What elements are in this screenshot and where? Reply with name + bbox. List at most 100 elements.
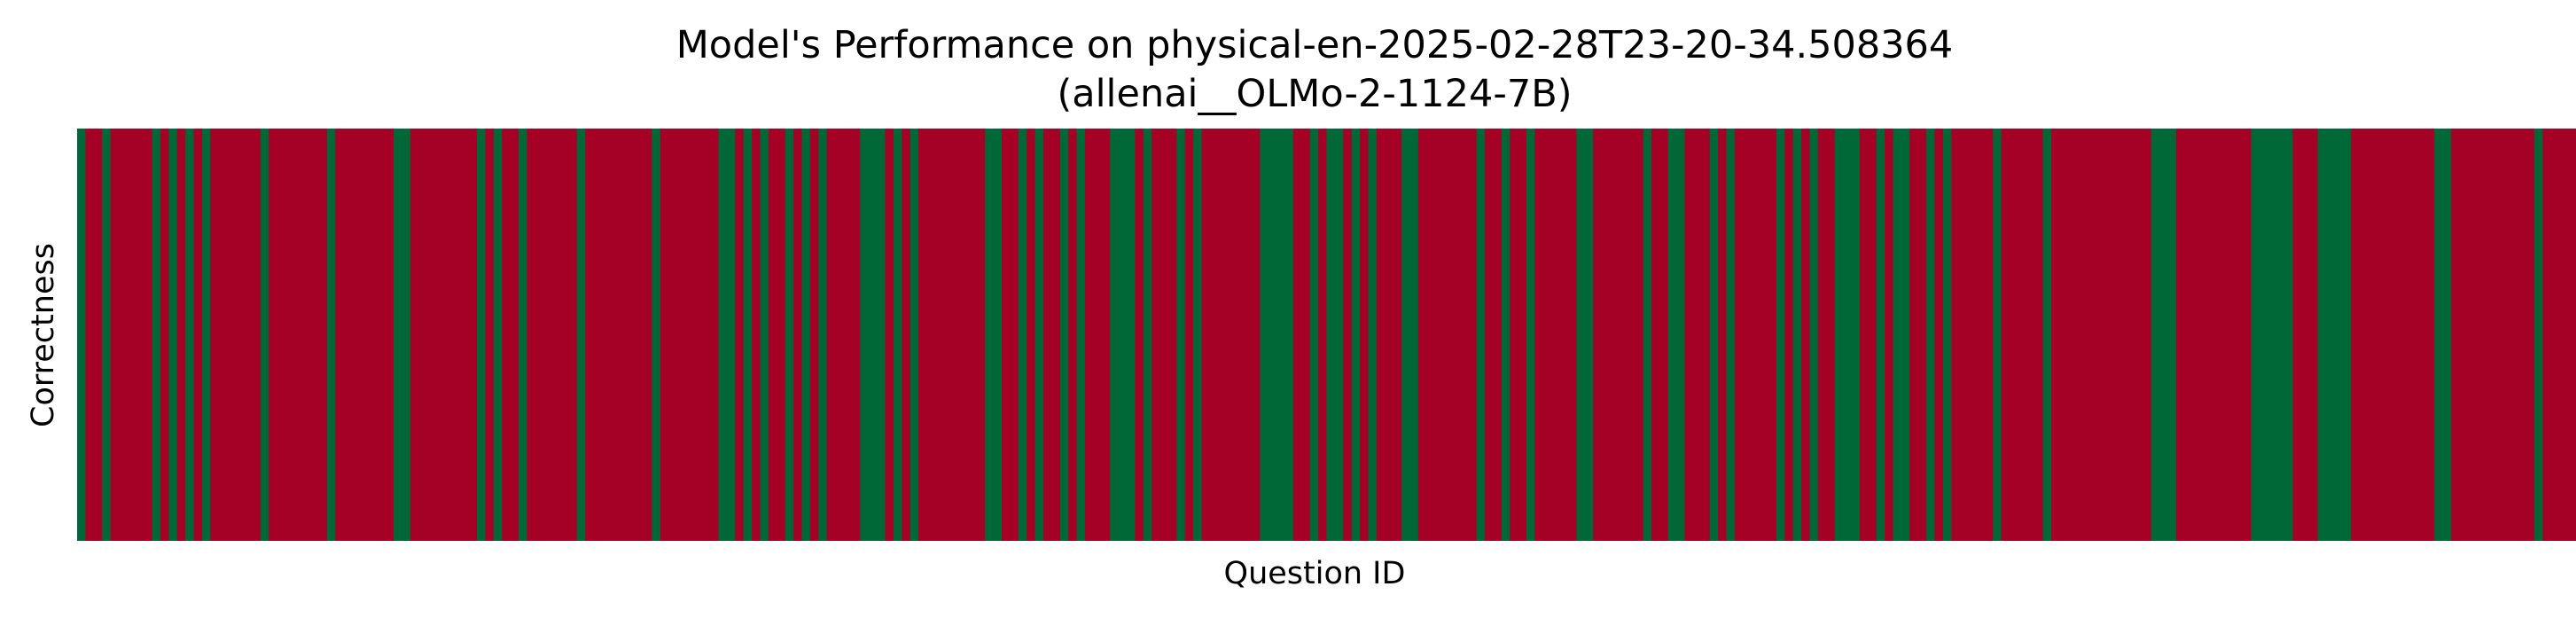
heatmap-cell-incorrect [2409,129,2419,541]
heatmap-cell-incorrect [2359,129,2369,541]
heatmap-cell-correct [402,129,411,541]
heatmap-cell-incorrect [418,129,428,541]
heatmap-cell-correct [2442,129,2452,541]
chart-title: Model's Performance on physical-en-2025-… [676,23,1954,67]
heatmap-cell-correct [2534,129,2544,541]
heatmap-cell-correct [2334,129,2344,541]
heatmap-cell-correct [1726,129,1736,541]
heatmap-cell-incorrect [1751,129,1760,541]
heatmap-cell-incorrect [2143,129,2152,541]
heatmap-cell-correct [2275,129,2285,541]
heatmap-cell-correct [2151,129,2160,541]
heatmap-cell-correct [1851,129,1861,541]
heatmap-cell-incorrect [585,129,595,541]
heatmap-cell-incorrect [301,129,311,541]
heatmap-cell-incorrect [110,129,120,541]
heatmap-cell-incorrect [1043,129,1053,541]
heatmap-cell-correct [2167,129,2177,541]
heatmap-cell-correct [1792,129,1802,541]
heatmap-cell-correct [77,129,86,541]
heatmap-cell-incorrect [1226,129,1236,541]
heatmap-cell-incorrect [1443,129,1453,541]
heatmap-cell-incorrect [2126,129,2135,541]
heatmap-cell-incorrect [1393,129,1402,541]
heatmap-cell-correct [801,129,811,541]
heatmap-cell-incorrect [335,129,345,541]
heatmap-cell-incorrect [1859,129,1869,541]
heatmap-cell-correct [893,129,902,541]
heatmap-cell-correct [1126,129,1136,541]
heatmap-cell-correct [1284,129,1294,541]
heatmap-cell-incorrect [1459,129,1469,541]
heatmap-cells [77,129,2576,541]
heatmap-cell-incorrect [543,129,553,541]
heatmap-cell-incorrect [2243,129,2252,541]
heatmap-cell-incorrect [1976,129,1986,541]
heatmap-cell-incorrect [1760,129,1769,541]
heatmap-cell-correct [1926,129,1936,541]
heatmap-cell-correct [1893,129,1902,541]
heatmap-cell-incorrect [1159,129,1169,541]
heatmap-cell-incorrect [809,129,819,541]
chart-subtitle: (allenai__OLMo-2-1124-7B) [1057,72,1572,116]
heatmap-cell-incorrect [1826,129,1836,541]
heatmap-cell-correct [860,129,870,541]
heatmap-cell-correct [2259,129,2268,541]
heatmap-cell-incorrect [2292,129,2302,541]
heatmap-cell-incorrect [1743,129,1752,541]
heatmap-cell-correct [493,129,503,541]
heatmap-cell-incorrect [660,129,669,541]
heatmap-cell-incorrect [1635,129,1644,541]
heatmap-cell-correct [1401,129,1411,541]
heatmap-cell-correct [1809,129,1819,541]
heatmap-cell-incorrect [1542,129,1552,541]
heatmap-cell-incorrect [1318,129,1328,541]
heatmap-cell-incorrect [618,129,628,541]
heatmap-cell-correct [1876,129,1885,541]
heatmap-cell-incorrect [285,129,294,541]
heatmap-cell-incorrect [2201,129,2211,541]
heatmap-cell-correct [1268,129,1277,541]
heatmap-cell-incorrect [360,129,370,541]
heatmap-cell-correct [1309,129,1319,541]
heatmap-cell-incorrect [2092,129,2102,541]
heatmap-cell-correct [1942,129,1952,541]
heatmap-cell-incorrect [468,129,478,541]
heatmap-cell-incorrect [1101,129,1111,541]
heatmap-cell-incorrect [1934,129,1944,541]
heatmap-cell-incorrect [2010,129,2019,541]
heatmap-cell-correct [726,129,736,541]
heatmap-cell-incorrect [2184,129,2194,541]
heatmap-cell-correct [868,129,878,541]
heatmap-cell-incorrect [510,129,519,541]
heatmap-cell-incorrect [1692,129,1702,541]
heatmap-cell-incorrect [293,129,303,541]
heatmap-cell-correct [168,129,178,541]
heatmap-cell-incorrect [1651,129,1660,541]
heatmap-cell-incorrect [627,129,636,541]
heatmap-cell-correct [743,129,753,541]
heatmap-cell-incorrect [1209,129,1219,541]
heatmap-cell-incorrect [710,129,720,541]
heatmap-cell-incorrect [1659,129,1669,541]
heatmap-cell-incorrect [385,129,394,541]
heatmap-cell-incorrect [1601,129,1611,541]
heatmap-cell-incorrect [851,129,861,541]
heatmap-cell-incorrect [377,129,386,541]
heatmap-cell-incorrect [2217,129,2227,541]
heatmap-cell-correct [1643,129,1652,541]
heatmap-cell-correct [1059,129,1069,541]
heatmap-cell-incorrect [1235,129,1245,541]
heatmap-cell-incorrect [693,129,703,541]
heatmap-cell-incorrect [2484,129,2494,541]
heatmap-cell-incorrect [1068,129,1078,541]
heatmap-cell-incorrect [1292,129,1302,541]
heatmap-cell-correct [2434,129,2444,541]
heatmap-cell-correct [1476,129,1486,541]
heatmap-cell-incorrect [1801,129,1811,541]
heatmap-cell-incorrect [2109,129,2119,541]
heatmap-cell-correct [2317,129,2327,541]
heatmap-cell-incorrect [1885,129,1894,541]
heatmap-cell-correct [652,129,661,541]
